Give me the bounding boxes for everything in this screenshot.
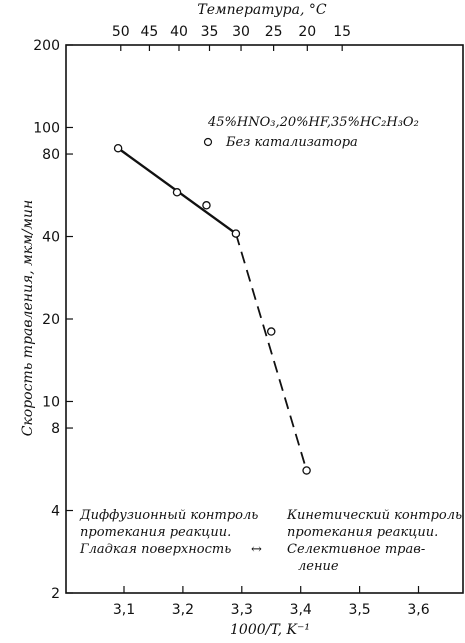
x-axis-label: 1000/T, K⁻¹ [230,622,310,638]
top-tick-label: 25 [265,24,283,40]
x-tick-label: 3,2 [172,602,194,618]
top-tick-label: 50 [112,24,130,40]
annotation-right-1: Кинетический контроль [286,508,462,523]
top-tick-label: 30 [232,24,250,40]
y-tick-label: 20 [42,312,60,328]
y-tick-label: 100 [33,120,60,136]
legend-marker-label: Без катализатора [225,135,358,150]
top-tick-label: 40 [170,24,188,40]
annotation-right-3: Селективное трав- [287,542,425,557]
top-tick-label: 15 [333,24,351,40]
y-tick-label: 10 [42,394,60,410]
annotation-right-2: протекания реакции. [287,525,438,540]
data-point [172,188,182,197]
fit-lines [117,147,308,471]
x-axis-ticks: 3,1 3,2 3,3 3,4 3,5 3,6 [113,586,430,618]
annotation-right-4: ление [298,559,339,574]
y-tick-label: 8 [51,421,60,437]
annotation-left-2: протекания реакции. [80,525,231,540]
y-axis-label: Скорость травления, мкм/мин [20,200,36,437]
top-tick-label: 35 [201,24,219,40]
x-tick-label: 3,3 [231,602,253,618]
data-point [231,229,241,238]
x-tick-label: 3,6 [407,602,429,618]
legend-composition: 45%HNO₃,20%HF,35%HC₂H₃O₂ [207,115,419,130]
x-tick-label: 3,5 [348,602,370,618]
data-point [113,143,123,153]
dashed-fit-line [235,233,308,471]
top-tick-label: 20 [298,24,316,40]
y-tick-label: 80 [42,147,60,163]
annotation-left-3: Гладкая поверхность [79,542,231,557]
data-point [266,327,276,336]
y-tick-label: 200 [33,38,60,54]
x-tick-label: 3,4 [290,602,312,618]
x-tick-label: 3,1 [113,602,135,618]
annotation-arrow: ↔ [251,542,262,557]
y-tick-label: 40 [42,230,60,246]
y-tick-label: 2 [51,586,60,602]
data-point [302,466,311,475]
data-points [113,143,311,475]
top-axis-label: Температура, °C [197,2,326,18]
data-point [202,201,211,210]
y-axis-ticks: 2 4 8 10 20 40 80 100 200 [33,38,73,602]
annotation-left-1: Диффузионный контроль [79,508,258,523]
legend-marker [203,137,213,147]
y-tick-label: 4 [51,504,60,520]
top-axis-ticks: 50 45 40 35 30 25 20 15 [112,24,351,51]
top-tick-label: 45 [141,24,159,40]
